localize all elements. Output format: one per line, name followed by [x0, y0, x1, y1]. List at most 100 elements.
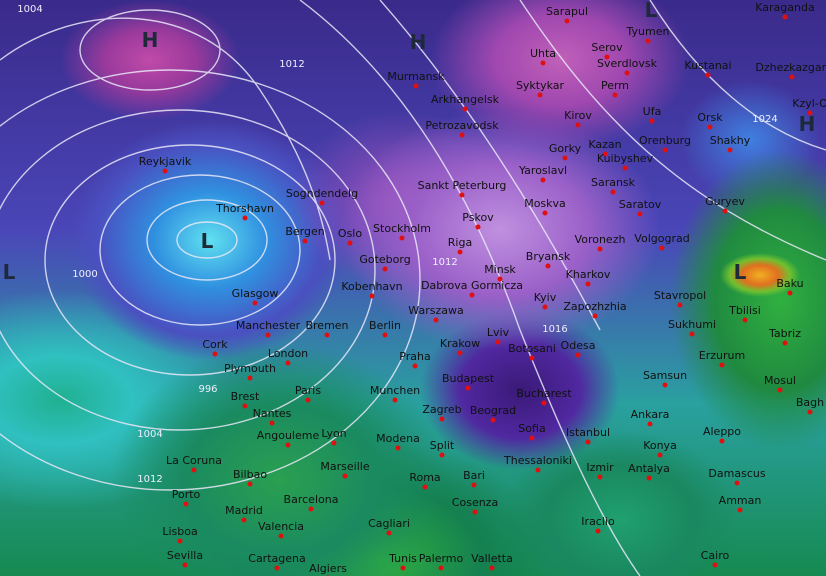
city-marker-icon — [247, 375, 253, 381]
city-marker-icon — [545, 263, 551, 269]
city-marker-icon — [269, 420, 275, 426]
city-marker-icon — [647, 421, 653, 427]
city-marker-icon — [331, 440, 337, 446]
city-label: Mosul — [764, 374, 796, 387]
isobar-label: 1012 — [432, 257, 458, 268]
city-marker-icon — [575, 352, 581, 358]
city-label: Shakhy — [709, 134, 751, 147]
city-marker-icon — [624, 70, 630, 76]
city-label: Kazan — [588, 138, 622, 151]
city-label: Cartagena — [248, 552, 306, 565]
city-marker-icon — [162, 168, 168, 174]
city-marker-icon — [597, 474, 603, 480]
city-label: Valletta — [471, 552, 513, 565]
city-marker-icon — [540, 177, 546, 183]
city-marker-icon — [183, 501, 189, 507]
low-pressure-label: L — [200, 229, 214, 253]
city-marker-icon — [604, 54, 610, 60]
city-label: Bremen — [305, 319, 349, 332]
city-marker-icon — [562, 155, 568, 161]
city-label: Gorky — [548, 142, 582, 155]
isobar-label: 1024 — [752, 114, 778, 125]
city-label: Arkhangelsk — [430, 93, 500, 106]
city-marker-icon — [242, 215, 248, 221]
city-label: Orsk — [697, 111, 723, 124]
city-marker-icon — [471, 482, 477, 488]
city-marker-icon — [707, 124, 713, 130]
city-label: Barcelona — [283, 493, 339, 506]
city-label: Antalya — [628, 462, 670, 475]
city-marker-icon — [413, 83, 419, 89]
city-marker-icon — [807, 409, 813, 415]
city-marker-icon — [585, 281, 591, 287]
city-marker-icon — [347, 240, 353, 246]
city-label: Budapest — [441, 372, 495, 385]
city-marker-icon — [469, 292, 475, 298]
city-marker-icon — [438, 565, 444, 571]
isobar-label: 1004 — [17, 4, 43, 15]
city-label: Iraclio — [581, 515, 615, 528]
city-label: Sogndendelg — [285, 187, 359, 200]
city-marker-icon — [564, 18, 570, 24]
city-marker-icon — [722, 208, 728, 214]
city-label: Palermo — [418, 552, 464, 565]
city-label: Nantes — [252, 407, 292, 420]
city-label: Glasgow — [231, 287, 279, 300]
city-marker-icon — [622, 165, 628, 171]
city-marker-icon — [191, 467, 197, 473]
city-marker-icon — [782, 14, 788, 20]
city-label: Thorshavn — [216, 202, 274, 215]
city-label: Damascus — [708, 467, 766, 480]
city-label: Bergen — [285, 225, 325, 238]
city-label: La Coruna — [166, 454, 222, 467]
city-marker-icon — [285, 360, 291, 366]
city-marker-icon — [787, 290, 793, 296]
city-marker-icon — [472, 509, 478, 515]
city-label: Minsk — [484, 263, 516, 276]
isobar-label: 1012 — [279, 59, 305, 70]
city-marker-icon — [541, 400, 547, 406]
city-marker-icon — [382, 332, 388, 338]
city-label: Kuibyshev — [596, 152, 654, 165]
city-marker-icon — [433, 317, 439, 323]
city-marker-icon — [241, 517, 247, 523]
city-marker-icon — [540, 60, 546, 66]
city-label: London — [267, 347, 309, 360]
city-label: Perm — [600, 79, 630, 92]
city-marker-icon — [412, 363, 418, 369]
city-marker-icon — [649, 118, 655, 124]
city-label: Amman — [718, 494, 762, 507]
city-label: Cosenza — [451, 496, 499, 509]
city-marker-icon — [459, 132, 465, 138]
city-label: Samsun — [642, 369, 688, 382]
city-label: Oslo — [337, 227, 363, 240]
city-label: Munchen — [369, 384, 421, 397]
city-label: Ufa — [642, 105, 662, 118]
city-label: Ankara — [630, 408, 670, 421]
city-marker-icon — [457, 249, 463, 255]
city-label: Karaganda — [755, 1, 815, 14]
city-marker-icon — [265, 332, 271, 338]
city-label: Algiers — [309, 562, 347, 575]
city-marker-icon — [497, 276, 503, 282]
city-marker-icon — [662, 147, 668, 153]
city-marker-icon — [712, 562, 718, 568]
city-marker-icon — [439, 416, 445, 422]
city-label: Tyumen — [626, 25, 670, 38]
city-marker-icon — [657, 452, 663, 458]
city-label: Cork — [202, 338, 228, 351]
city-marker-icon — [705, 72, 711, 78]
city-marker-icon — [242, 403, 248, 409]
city-label: Syktykar — [515, 79, 565, 92]
city-marker-icon — [689, 331, 695, 337]
low-pressure-label: L — [733, 260, 747, 284]
city-marker-icon — [285, 442, 291, 448]
city-marker-icon — [274, 565, 280, 571]
city-label: Botosani — [508, 342, 556, 355]
isobar-label: 1004 — [137, 429, 163, 440]
city-marker-icon — [462, 106, 468, 112]
city-label: Sverdlovsk — [597, 57, 657, 70]
city-marker-icon — [490, 417, 496, 423]
city-label: Bucharest — [516, 387, 572, 400]
city-marker-icon — [439, 452, 445, 458]
